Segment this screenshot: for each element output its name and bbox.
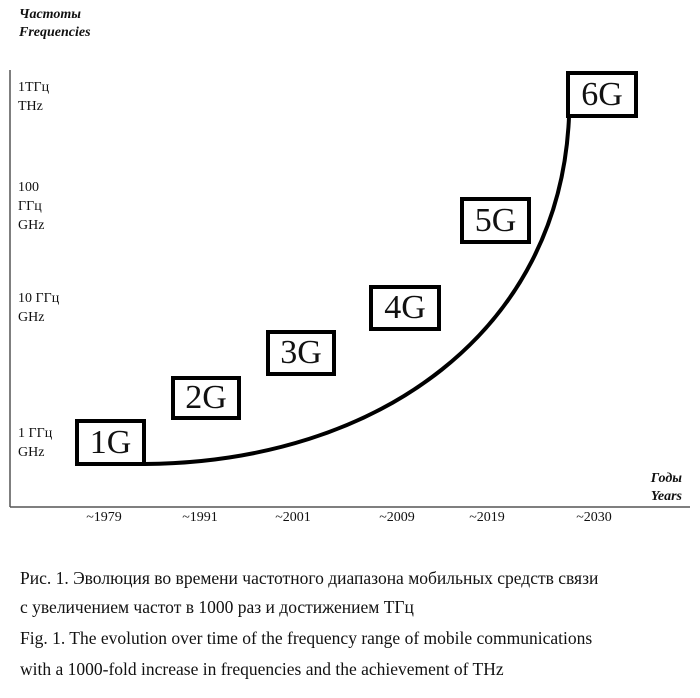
x-tick-label: ~2030 bbox=[576, 510, 612, 525]
caption-en-line1: Fig. 1. The evolution over time of the f… bbox=[20, 628, 593, 648]
x-tick-label: ~2001 bbox=[275, 510, 311, 525]
growth-curve bbox=[144, 116, 571, 466]
x-tick-label: ~1991 bbox=[182, 510, 218, 525]
y-axis-title-en: Frequencies bbox=[19, 25, 91, 40]
x-axis-title-en: Years bbox=[650, 489, 682, 504]
y-tick-text: GHz bbox=[18, 218, 45, 233]
x-tick-label: ~1979 bbox=[86, 510, 122, 525]
generation-box-4g: 4G bbox=[369, 285, 441, 331]
y-tick-text: 10 ГГц bbox=[18, 291, 60, 306]
y-tick-text: 1ТГц bbox=[18, 80, 50, 95]
y-tick-text: 100 bbox=[18, 180, 39, 195]
y-tick-text: GHz bbox=[18, 310, 45, 325]
x-tick-label: ~2019 bbox=[469, 510, 505, 525]
x-axis-title-ru: Годы bbox=[650, 471, 682, 486]
y-tick-10ghz: 10 ГГц GHz bbox=[18, 289, 59, 327]
y-tick-100ghz: 100 ГГц GHz bbox=[18, 178, 44, 235]
y-tick-text: ГГц bbox=[18, 199, 42, 214]
y-axis-title-ru: Частоты bbox=[19, 7, 81, 22]
generation-box-6g: 6G bbox=[566, 71, 638, 118]
caption-ru-line1: Рис. 1. Эволюция во времени частотного д… bbox=[20, 568, 599, 588]
generation-box-5g: 5G bbox=[460, 197, 531, 244]
caption-en-line2: with a 1000-fold increase in frequencies… bbox=[20, 659, 504, 679]
x-axis-title: Годы Years bbox=[651, 470, 682, 506]
chart-plot bbox=[9, 70, 690, 508]
y-tick-text: GHz bbox=[18, 445, 45, 460]
generation-box-1g: 1G bbox=[75, 419, 146, 466]
y-tick-1thz: 1ТГц THz bbox=[18, 78, 49, 116]
y-tick-text: 1 ГГц bbox=[18, 426, 53, 441]
generation-box-2g: 2G bbox=[171, 376, 241, 420]
y-axis-title: Частоты Frequencies bbox=[19, 6, 91, 42]
x-tick-label: ~2009 bbox=[379, 510, 415, 525]
y-tick-1ghz: 1 ГГц GHz bbox=[18, 424, 52, 462]
caption-ru-line2: с увеличением частот в 1000 раз и достиж… bbox=[20, 597, 414, 617]
y-tick-text: THz bbox=[18, 99, 43, 114]
generation-box-3g: 3G bbox=[266, 330, 336, 376]
